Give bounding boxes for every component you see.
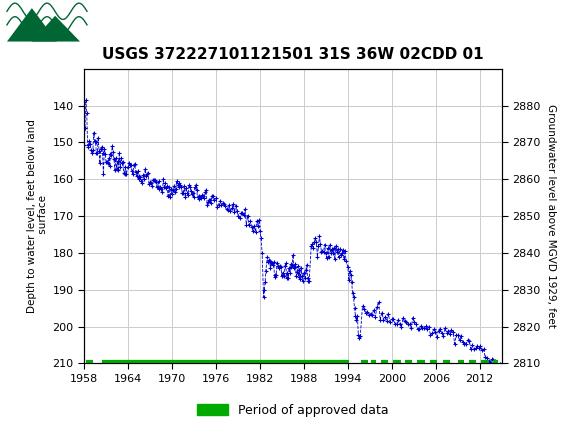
Text: USGS: USGS <box>102 14 157 31</box>
Title: USGS 372227101121501 31S 36W 02CDD 01: USGS 372227101121501 31S 36W 02CDD 01 <box>102 47 484 62</box>
Polygon shape <box>7 8 57 42</box>
Y-axis label: Groundwater level above MGVD 1929, feet: Groundwater level above MGVD 1929, feet <box>546 104 556 328</box>
Legend: Period of approved data: Period of approved data <box>192 399 394 422</box>
Polygon shape <box>32 16 80 42</box>
Bar <box>5 3 92 42</box>
Y-axis label: Depth to water level, feet below land
 surface: Depth to water level, feet below land su… <box>27 119 48 313</box>
